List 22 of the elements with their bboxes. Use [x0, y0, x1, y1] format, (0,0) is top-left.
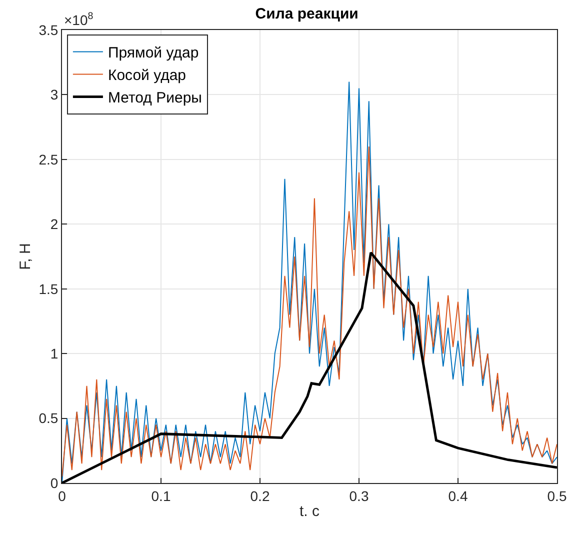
- y-axis-title: F, Н: [16, 243, 34, 270]
- y-tick-label: 1.5: [38, 280, 58, 297]
- x-tick-label: 0.5: [547, 488, 567, 504]
- x-axis-title: t. c: [299, 502, 320, 520]
- y-tick-label: 1: [50, 345, 58, 362]
- y-tick-label: 3: [50, 86, 58, 103]
- x-tick-label: 0.2: [250, 488, 270, 504]
- text: ×10$^{8}$: [64, 11, 94, 28]
- x-tick-label: 0.3: [349, 488, 369, 504]
- line-series: [62, 146, 557, 478]
- y-tick-label: 0.5: [38, 410, 58, 426]
- legend-label: Прямой удар: [108, 44, 199, 62]
- chart-title: Сила реакции: [255, 5, 358, 22]
- y-tick-label: 2: [50, 216, 58, 232]
- y-tick-label: 0: [50, 474, 58, 491]
- x-tick-label: 0.1: [151, 488, 171, 504]
- line-series: [62, 251, 557, 483]
- y-tick-label: 2.5: [38, 151, 58, 168]
- y-tick-label: 3.5: [38, 22, 58, 38]
- x-tick-label: 0.4: [448, 488, 468, 504]
- legend-label: Косой удар: [108, 67, 186, 84]
- legend-label: Метод Риеры: [108, 90, 202, 107]
